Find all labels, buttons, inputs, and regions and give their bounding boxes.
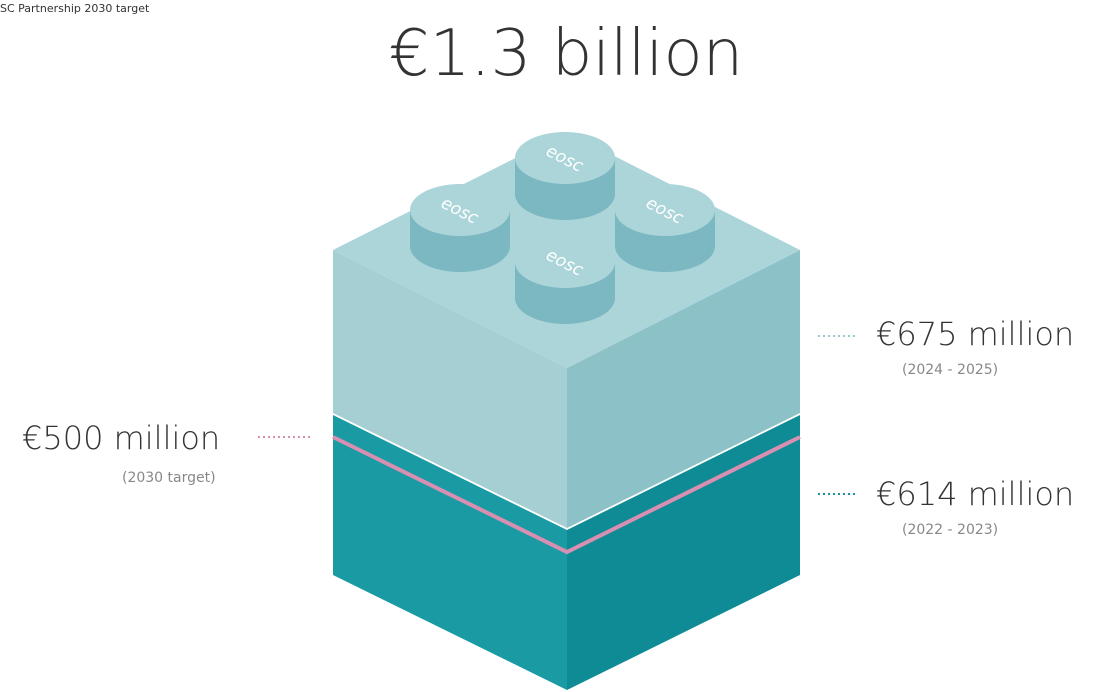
caption: SC Partnership 2030 target [0,2,150,15]
period-label: (2022 - 2023) [902,522,998,538]
amount-label: €614 million [876,475,1074,513]
stud-top [515,132,615,184]
lower-left-face [333,415,567,690]
period-label: (2024 - 2025) [902,362,998,378]
amount-label: €675 million [876,315,1074,353]
upper-right-face [567,250,800,528]
target-line [332,435,801,555]
stud-top [515,236,615,288]
amount-label: €500 million [22,419,220,457]
period-label: (2030 target) [122,470,216,486]
stud-top [615,184,715,236]
lower-right-face [567,415,800,690]
upper-left-face [333,250,567,528]
stud-top [410,184,510,236]
title: €1.3 billion [389,17,743,91]
